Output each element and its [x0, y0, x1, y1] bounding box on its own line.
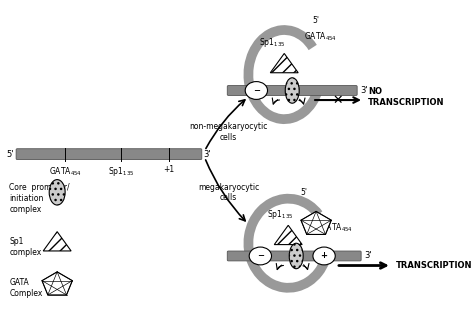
Circle shape — [313, 247, 335, 265]
Text: 3': 3' — [360, 86, 367, 95]
Text: +1: +1 — [163, 165, 174, 174]
Circle shape — [245, 82, 267, 100]
Text: NO
TRANSCRIPTION: NO TRANSCRIPTION — [368, 87, 445, 107]
Text: −: − — [253, 86, 260, 95]
Ellipse shape — [289, 243, 303, 269]
Text: megakaryocytic
cells: megakaryocytic cells — [198, 183, 259, 202]
Text: Sp1$_{135}$: Sp1$_{135}$ — [267, 208, 293, 221]
Text: GATA$_{454}$: GATA$_{454}$ — [49, 165, 82, 178]
Text: 3': 3' — [204, 150, 211, 159]
Text: GATA$_{454}$: GATA$_{454}$ — [304, 30, 337, 43]
Ellipse shape — [285, 78, 299, 103]
Ellipse shape — [49, 179, 65, 205]
Polygon shape — [270, 54, 298, 73]
Text: 3': 3' — [364, 251, 372, 260]
Text: non-megakaryocytic
cells: non-megakaryocytic cells — [189, 122, 268, 142]
Text: 5': 5' — [300, 188, 307, 197]
Text: GATA$_{454}$: GATA$_{454}$ — [320, 221, 353, 234]
Text: 5': 5' — [7, 150, 14, 159]
Text: 5': 5' — [312, 16, 319, 25]
Polygon shape — [42, 272, 73, 295]
Text: Sp1
complex: Sp1 complex — [9, 237, 42, 257]
Polygon shape — [301, 212, 331, 234]
Text: +: + — [320, 251, 328, 260]
Polygon shape — [274, 225, 302, 245]
Polygon shape — [43, 232, 71, 251]
Circle shape — [249, 247, 272, 265]
Text: ✕: ✕ — [333, 93, 343, 107]
Text: TRANSCRIPTION: TRANSCRIPTION — [396, 261, 472, 270]
Text: Sp1$_{135}$: Sp1$_{135}$ — [259, 36, 285, 49]
Text: Core  promoter/
initiation
complex: Core promoter/ initiation complex — [9, 183, 70, 214]
Text: −: − — [257, 251, 264, 260]
FancyBboxPatch shape — [16, 149, 202, 160]
Text: Sp1$_{135}$: Sp1$_{135}$ — [108, 165, 134, 178]
FancyBboxPatch shape — [227, 86, 290, 95]
Text: GATA
Complex: GATA Complex — [9, 278, 43, 298]
FancyBboxPatch shape — [287, 86, 357, 95]
FancyBboxPatch shape — [291, 251, 361, 261]
FancyBboxPatch shape — [227, 251, 293, 261]
